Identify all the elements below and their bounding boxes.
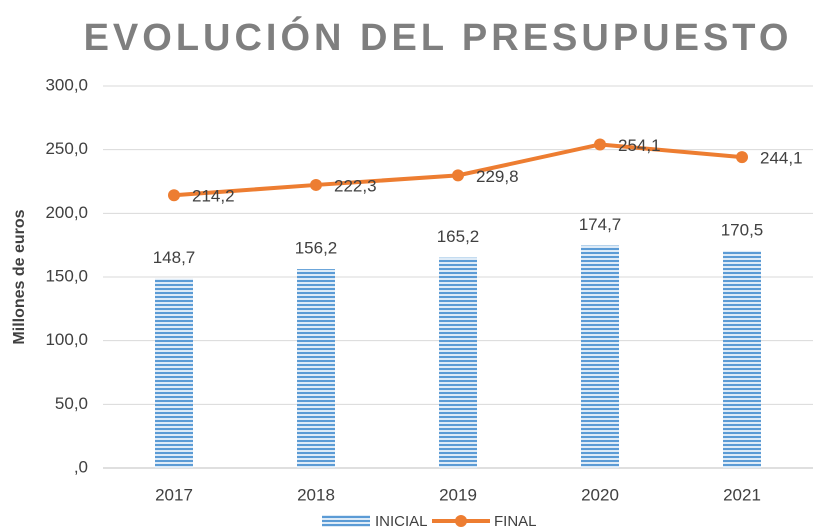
- y-tick-label: 150,0: [45, 266, 88, 285]
- line-point: [168, 189, 180, 202]
- y-tick-label: 100,0: [45, 330, 88, 349]
- data-label: 156,2: [295, 239, 338, 258]
- x-tick-label: 2018: [297, 485, 335, 504]
- y-tick-label: 50,0: [55, 394, 88, 413]
- legend-swatch: [322, 515, 370, 527]
- bar: [439, 257, 477, 468]
- x-tick-label: 2019: [439, 485, 477, 504]
- y-axis-title: Millones de euros: [11, 209, 28, 344]
- bar: [297, 269, 335, 468]
- legend-label: FINAL: [494, 513, 537, 530]
- y-tick-label: 300,0: [45, 75, 88, 94]
- bar: [581, 245, 619, 468]
- data-label: 244,1: [760, 149, 803, 168]
- line-point: [736, 151, 748, 164]
- legend-label: INICIAL: [375, 513, 428, 530]
- y-tick-label: 250,0: [45, 139, 88, 158]
- data-label: 148,7: [153, 248, 196, 267]
- legend-swatch: [455, 515, 467, 527]
- data-label: 254,1: [618, 136, 661, 155]
- line-point: [452, 169, 464, 182]
- y-tick-label: 200,0: [45, 203, 88, 222]
- bar: [155, 278, 193, 468]
- data-label: 214,2: [192, 187, 235, 206]
- x-tick-label: 2017: [155, 485, 193, 504]
- data-label: 170,5: [721, 220, 764, 239]
- bar: [723, 250, 761, 468]
- y-tick-label: ,0: [74, 457, 88, 476]
- data-label: 174,7: [579, 215, 622, 234]
- data-label: 165,2: [437, 227, 480, 246]
- line-point: [594, 138, 606, 151]
- data-label: 222,3: [334, 176, 377, 195]
- chart-title: EVOLUCIÓN DEL PRESUPUESTO: [84, 15, 793, 59]
- x-tick-label: 2020: [581, 485, 619, 504]
- line-point: [310, 178, 322, 191]
- data-label: 229,8: [476, 167, 519, 186]
- x-tick-label: 2021: [723, 485, 761, 504]
